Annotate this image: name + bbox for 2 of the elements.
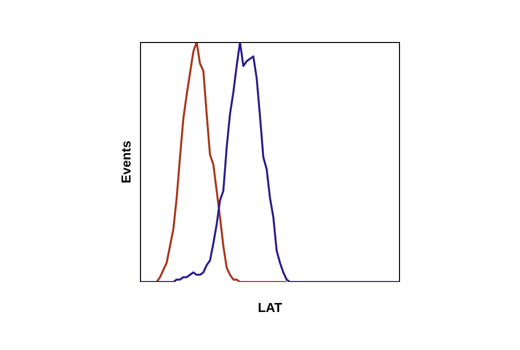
y-axis-title: Events [118,140,134,184]
x-axis-title: LAT [258,300,282,315]
